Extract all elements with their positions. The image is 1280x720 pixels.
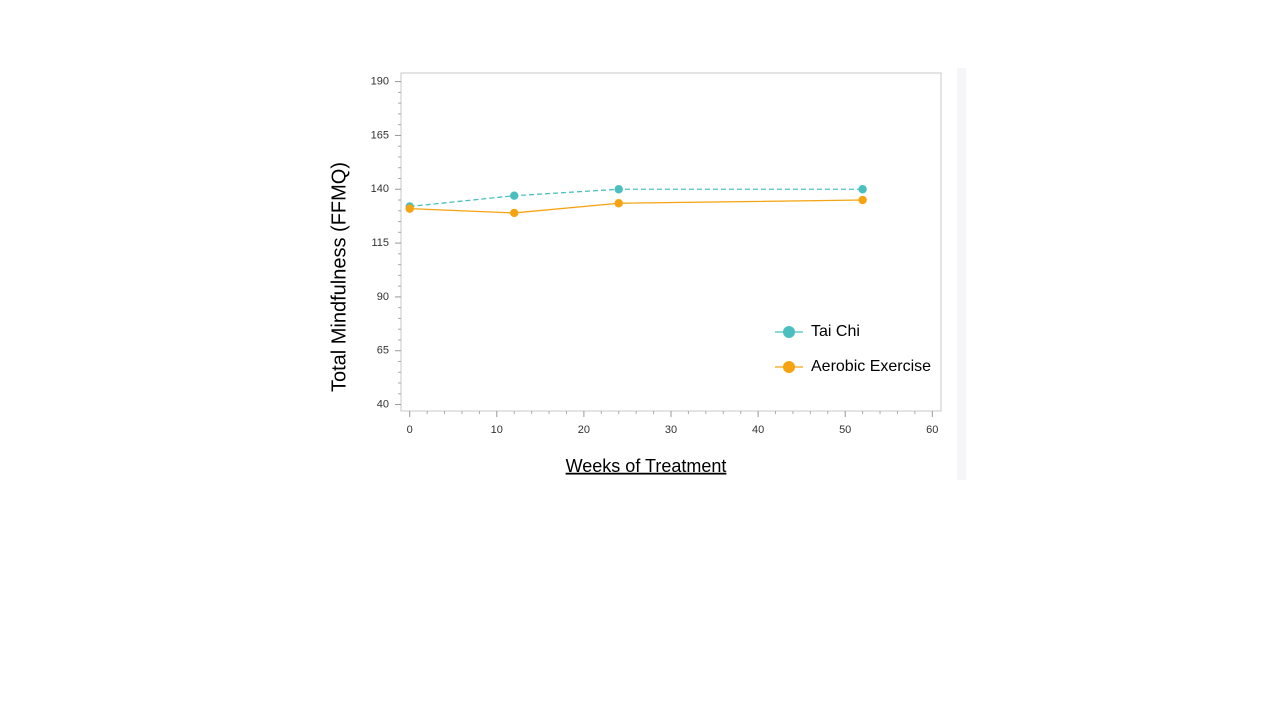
- x-tick-label: 60: [926, 424, 938, 436]
- y-axis-label: Total Mindfulness (FFMQ): [328, 162, 350, 392]
- y-tick-label: 90: [377, 291, 389, 303]
- x-axis-label: Weeks of Treatment: [566, 456, 727, 476]
- y-tick-label: 40: [377, 398, 389, 410]
- y-tick-label: 165: [371, 129, 389, 141]
- data-point: [405, 204, 414, 213]
- x-tick-label: 0: [407, 424, 413, 436]
- legend-label: Tai Chi: [811, 323, 860, 340]
- y-tick-label: 190: [371, 76, 389, 88]
- legend-marker: [783, 326, 795, 338]
- x-tick-label: 40: [752, 424, 764, 436]
- series-line: [409, 188, 863, 208]
- x-tick-label: 10: [491, 424, 503, 436]
- x-tick-label: 50: [839, 424, 851, 436]
- plot-frame: [400, 72, 942, 412]
- legend-marker: [783, 361, 795, 373]
- y-tick-label: 115: [371, 237, 389, 249]
- data-point: [614, 199, 623, 208]
- x-tick-label: 20: [578, 424, 590, 436]
- series-line: [409, 199, 863, 214]
- data-point: [858, 195, 867, 205]
- data-point: [510, 208, 519, 218]
- side-band: [957, 68, 966, 480]
- data-point: [510, 191, 519, 200]
- y-tick-label: 65: [377, 345, 389, 357]
- legend-label: Aerobic Exercise: [811, 358, 931, 375]
- y-tick-label: 140: [371, 183, 389, 195]
- x-tick-label: 30: [665, 424, 677, 436]
- data-point: [858, 185, 867, 194]
- data-point: [614, 185, 623, 194]
